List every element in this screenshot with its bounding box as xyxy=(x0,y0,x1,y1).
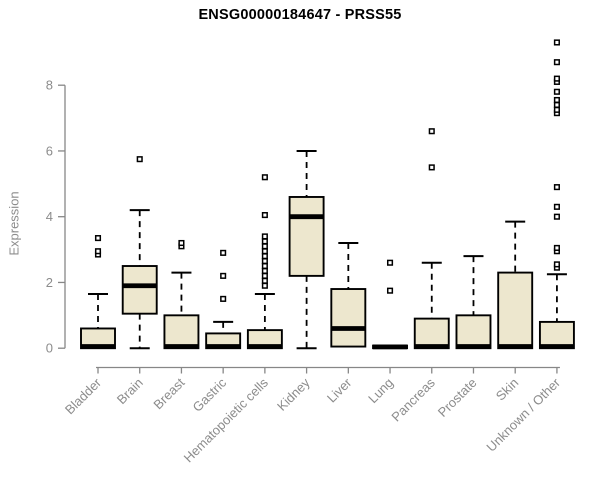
box xyxy=(121,265,158,315)
outlier-point xyxy=(553,101,560,108)
outlier-point xyxy=(136,156,143,163)
outlier-point xyxy=(261,243,268,250)
outlier-point xyxy=(553,39,560,46)
outlier-point xyxy=(553,261,560,268)
outlier-point xyxy=(261,258,268,265)
outlier-point xyxy=(553,203,560,210)
x-category-label: Breast xyxy=(150,375,187,412)
outlier-point xyxy=(553,88,560,95)
outlier-point xyxy=(261,262,268,270)
outlier-point xyxy=(261,233,268,240)
outlier-point xyxy=(261,277,268,284)
outlier-point xyxy=(220,249,227,256)
outlier-point xyxy=(261,212,268,219)
outlier-point xyxy=(220,295,227,302)
outlier-point xyxy=(220,272,227,279)
outlier-point xyxy=(553,96,560,104)
y-tick-label: 4 xyxy=(46,209,53,224)
outlier-point xyxy=(261,248,268,255)
x-category-label: Lung xyxy=(365,375,396,406)
outlier-point xyxy=(261,174,268,181)
x-category-label: Kidney xyxy=(274,375,313,414)
outlier-point xyxy=(94,235,102,242)
outlier-point xyxy=(261,282,268,289)
outlier-point xyxy=(553,184,560,191)
box xyxy=(163,314,200,350)
outlier-point xyxy=(178,239,185,247)
outlier-point xyxy=(553,244,560,251)
x-category-label: Bladder xyxy=(62,375,105,418)
outlier-point xyxy=(261,267,268,274)
outlier-point xyxy=(261,253,268,260)
outlier-point xyxy=(261,272,268,279)
outlier-point xyxy=(428,128,435,135)
box xyxy=(330,288,367,348)
x-category-label: Unknown / Other xyxy=(483,375,563,455)
outlier-point xyxy=(386,259,394,266)
y-tick-label: 8 xyxy=(46,78,53,93)
outlier-point xyxy=(553,213,560,220)
outlier-point xyxy=(261,238,268,245)
y-tick-label: 6 xyxy=(46,143,53,158)
box xyxy=(455,314,492,350)
outlier-point xyxy=(428,164,435,171)
x-category-label: Gastric xyxy=(190,375,230,415)
x-category-label: Liver xyxy=(324,375,355,406)
y-tick-label: 0 xyxy=(46,341,53,356)
x-category-label: Skin xyxy=(493,375,521,403)
outlier-point xyxy=(94,248,102,255)
x-category-label: Prostate xyxy=(435,375,480,420)
x-category-label: Brain xyxy=(114,375,146,407)
outlier-point xyxy=(553,75,560,82)
chart-title: ENSG00000184647 - PRSS55 xyxy=(198,7,402,23)
box xyxy=(413,317,450,350)
y-tick-label: 2 xyxy=(46,275,53,290)
x-category-label: Pancreas xyxy=(388,375,438,425)
outlier-point xyxy=(553,106,560,113)
outlier-point xyxy=(553,59,560,66)
outlier-point xyxy=(386,287,394,294)
box xyxy=(288,196,325,277)
box xyxy=(497,271,534,350)
